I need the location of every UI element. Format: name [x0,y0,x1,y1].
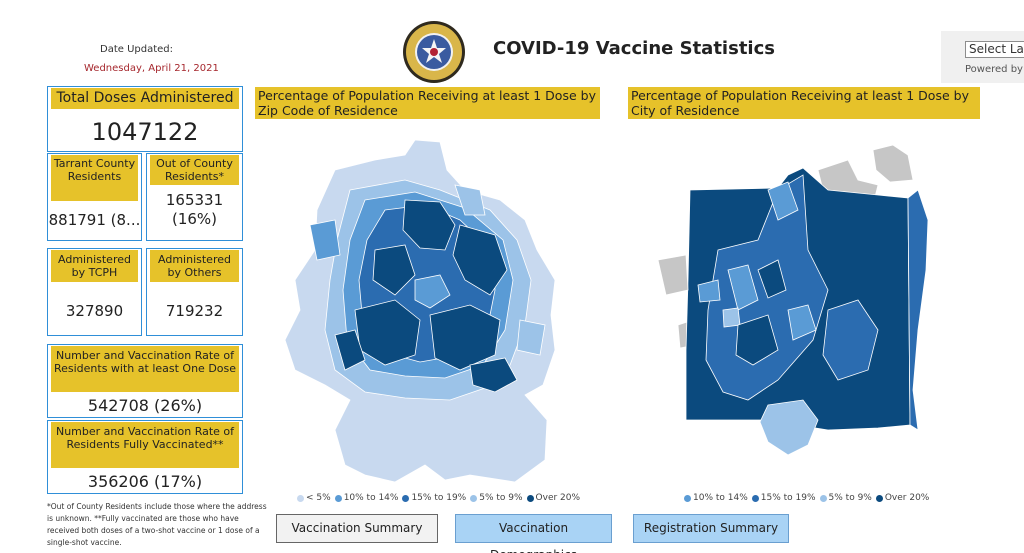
one-dose-label: Number and Vaccination Rate of Residents… [51,346,239,392]
legend-label: 15% to 19% [411,493,467,503]
tarrant-residents-card: Tarrant County Residents 881791 (8... [47,153,142,241]
city-map[interactable] [628,130,980,470]
legend-label: Over 20% [535,493,581,503]
legend-label: 10% to 14% [693,493,748,503]
zip-map-title: Percentage of Population Receiving at le… [255,87,600,119]
registration-summary-button[interactable]: Registration Summary [633,514,789,543]
legend-dot-icon [402,494,410,502]
out-of-county-label: Out of County Residents* [150,155,239,185]
legend-dot-icon [297,494,304,502]
tcph-card: Administered by TCPH 327890 [47,248,142,336]
legend-dot-icon [526,494,534,502]
language-widget: Select La Powered by [941,31,1024,83]
others-label: Administered by Others [150,250,239,282]
legend-label: 15% to 19% [760,493,816,503]
total-doses-card: Total Doses Administered 1047122 [47,86,243,152]
legend-dot-icon [875,494,883,502]
language-select[interactable]: Select La [965,41,1024,58]
others-card: Administered by Others 719232 [146,248,243,336]
legend-item: 10% to 14% [334,493,399,503]
total-doses-label: Total Doses Administered [51,88,239,109]
vaccination-demographics-button[interactable]: Vaccination Demographics [455,514,612,553]
zip-code-map[interactable] [255,130,600,485]
county-seal-icon [403,21,465,83]
out-of-county-card: Out of County Residents* 165331 (16%) [146,153,243,241]
legend-dot-icon [751,494,759,502]
legend-item: 15% to 19% [751,493,816,503]
city-map-legend: 10% to 14% 15% to 19% 5% to 9% Over 20% [684,493,933,503]
one-dose-card: Number and Vaccination Rate of Residents… [47,344,243,418]
legend-dot-icon [470,494,478,502]
date-updated-value: Wednesday, April 21, 2021 [84,63,219,74]
legend-item: < 5% [297,493,331,503]
legend-label: 5% to 9% [828,493,872,503]
legend-item: 10% to 14% [684,493,748,503]
legend-label: 5% to 9% [479,493,523,503]
legend-dot-icon [819,494,827,502]
city-map-title: Percentage of Population Receiving at le… [628,87,980,119]
legend-item: Over 20% [875,493,930,503]
fully-vaccinated-value: 356206 (17%) [87,472,203,491]
one-dose-value: 542708 (26%) [87,396,203,415]
tarrant-residents-label: Tarrant County Residents [51,155,138,201]
tcph-value: 327890 [65,302,124,320]
legend-dot-icon [334,494,342,502]
page-title: COVID-19 Vaccine Statistics [493,38,775,59]
zip-map-legend: < 5% 10% to 14% 15% to 19% 5% to 9% Over… [297,493,584,503]
total-doses-value: 1047122 [91,118,199,146]
footnote: *Out of County Residents include those w… [47,502,267,547]
others-value: 719232 [165,302,224,320]
legend-label: 10% to 14% [343,493,399,503]
powered-by-text: Powered by [965,64,1023,75]
out-of-county-value: 165331 (16%) [165,191,224,228]
legend-label: Over 20% [884,493,930,503]
tarrant-residents-value: 881791 (8... [48,211,141,229]
legend-item: 5% to 9% [819,493,872,503]
legend-label: < 5% [306,493,331,503]
legend-dot-icon [684,494,691,502]
legend-item: 15% to 19% [402,493,466,503]
legend-item: 5% to 9% [470,493,523,503]
fully-vaccinated-card: Number and Vaccination Rate of Residents… [47,420,243,494]
legend-item: Over 20% [526,493,581,503]
tcph-label: Administered by TCPH [51,250,138,282]
vaccination-summary-button[interactable]: Vaccination Summary [276,514,438,543]
date-updated-label: Date Updated: [100,44,174,55]
fully-vaccinated-label: Number and Vaccination Rate of Residents… [51,422,239,468]
